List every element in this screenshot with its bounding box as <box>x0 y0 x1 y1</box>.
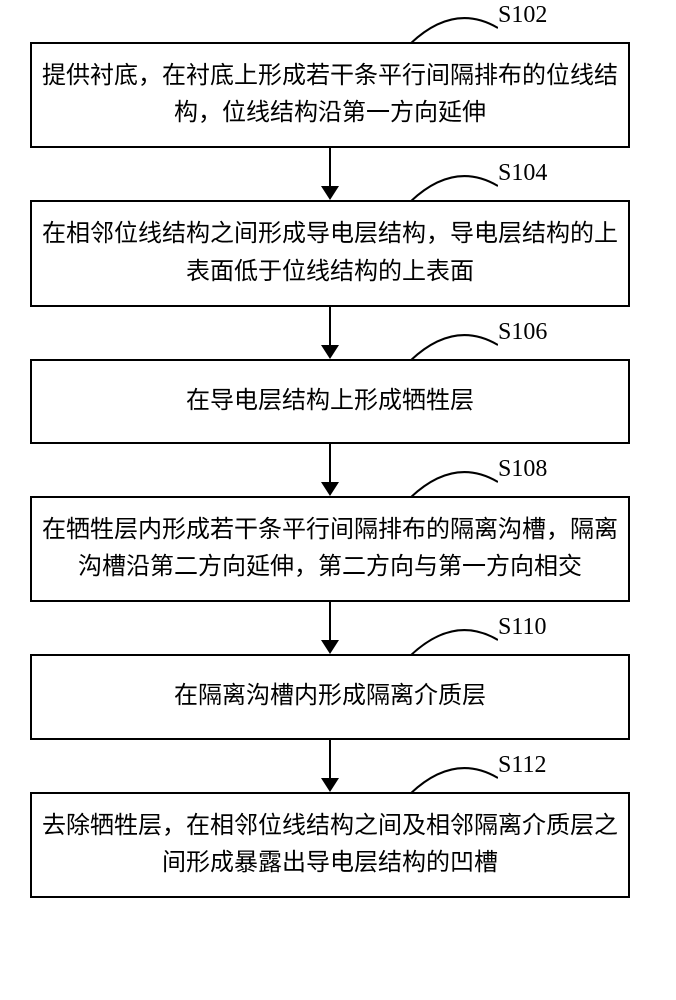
leader-curve <box>410 764 498 794</box>
step-id: S104 <box>498 160 547 187</box>
step-id: S102 <box>498 2 547 29</box>
leader-curve <box>410 468 498 498</box>
flow-step: 在相邻位线结构之间形成导电层结构，导电层结构的上表面低于位线结构的上表面 <box>30 200 630 306</box>
flow-step: 在导电层结构上形成牺牲层 <box>30 359 630 444</box>
leader-curve <box>410 14 498 44</box>
step-id: S110 <box>498 614 546 641</box>
flowchart: S102 提供衬底，在衬底上形成若干条平行间隔排布的位线结构，位线结构沿第一方向… <box>30 42 646 898</box>
flow-step: 提供衬底，在衬底上形成若干条平行间隔排布的位线结构，位线结构沿第一方向延伸 <box>30 42 630 148</box>
leader-curve <box>410 172 498 202</box>
leader-curve <box>410 331 498 361</box>
flow-step: 在隔离沟槽内形成隔离介质层 <box>30 654 630 739</box>
step-id: S106 <box>498 319 547 346</box>
step-id: S112 <box>498 752 546 779</box>
flow-step: 在牺牲层内形成若干条平行间隔排布的隔离沟槽，隔离沟槽沿第二方向延伸，第二方向与第… <box>30 496 630 602</box>
step-id: S108 <box>498 456 547 483</box>
leader-curve <box>410 626 498 656</box>
flow-step: 去除牺牲层，在相邻位线结构之间及相邻隔离介质层之间形成暴露出导电层结构的凹槽 <box>30 792 630 898</box>
